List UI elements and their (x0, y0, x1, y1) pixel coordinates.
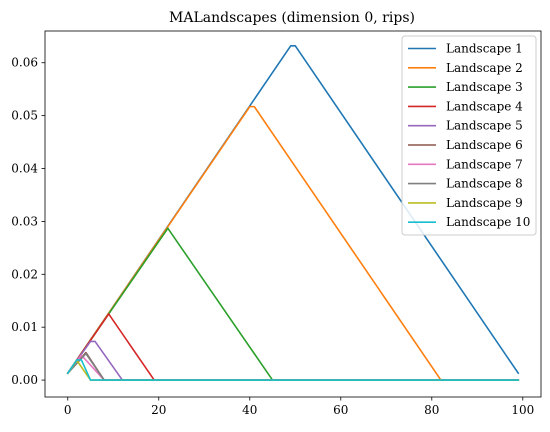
x-tick-label: 80 (424, 403, 439, 417)
y-tick-label: 0.00 (11, 373, 38, 387)
legend-label: Landscape 2 (446, 61, 523, 75)
series-line-5 (66, 340, 520, 381)
legend-label: Landscape 10 (446, 215, 530, 229)
y-tick-label: 0.02 (11, 267, 38, 281)
x-tick-label: 40 (242, 403, 257, 417)
legend-label: Landscape 3 (446, 80, 523, 94)
x-tick-label: 100 (511, 403, 534, 417)
series-line-9 (66, 359, 520, 381)
y-tick-label: 0.05 (11, 109, 38, 123)
y-tick-label: 0.04 (11, 162, 38, 176)
plot-area (66, 45, 520, 381)
legend-label: Landscape 4 (446, 99, 523, 113)
y-tick-label: 0.06 (11, 56, 38, 70)
y-axis: 0.00 0.01 0.02 0.03 0.04 0.05 0.06 (11, 56, 45, 387)
legend-label: Landscape 1 (446, 42, 523, 56)
y-tick-label: 0.03 (11, 214, 38, 228)
legend-box (401, 35, 537, 236)
legend-label: Landscape 6 (446, 138, 523, 152)
legend-label: Landscape 8 (446, 177, 523, 191)
legend-label: Landscape 9 (446, 196, 523, 210)
legend: Landscape 1 Landscape 2 Landscape 3 Landsca… (401, 35, 537, 236)
series-line-3 (66, 227, 520, 381)
x-tick-label: 60 (333, 403, 348, 417)
series-line-4 (66, 313, 520, 381)
series-line-8 (66, 352, 520, 381)
legend-label: Landscape 7 (446, 157, 523, 171)
series-line-10 (66, 359, 520, 381)
chart-title: MALandscapes (dimension 0, rips) (169, 10, 415, 26)
axes-frame (44, 30, 542, 398)
legend-label: Landscape 5 (446, 119, 523, 133)
series-line-7 (66, 354, 520, 381)
x-axis: 0 20 40 60 80 100 (64, 397, 534, 417)
x-tick-label: 0 (64, 403, 72, 417)
series-line-6 (66, 351, 520, 381)
x-tick-label: 20 (151, 403, 166, 417)
y-tick-label: 0.01 (11, 320, 38, 334)
